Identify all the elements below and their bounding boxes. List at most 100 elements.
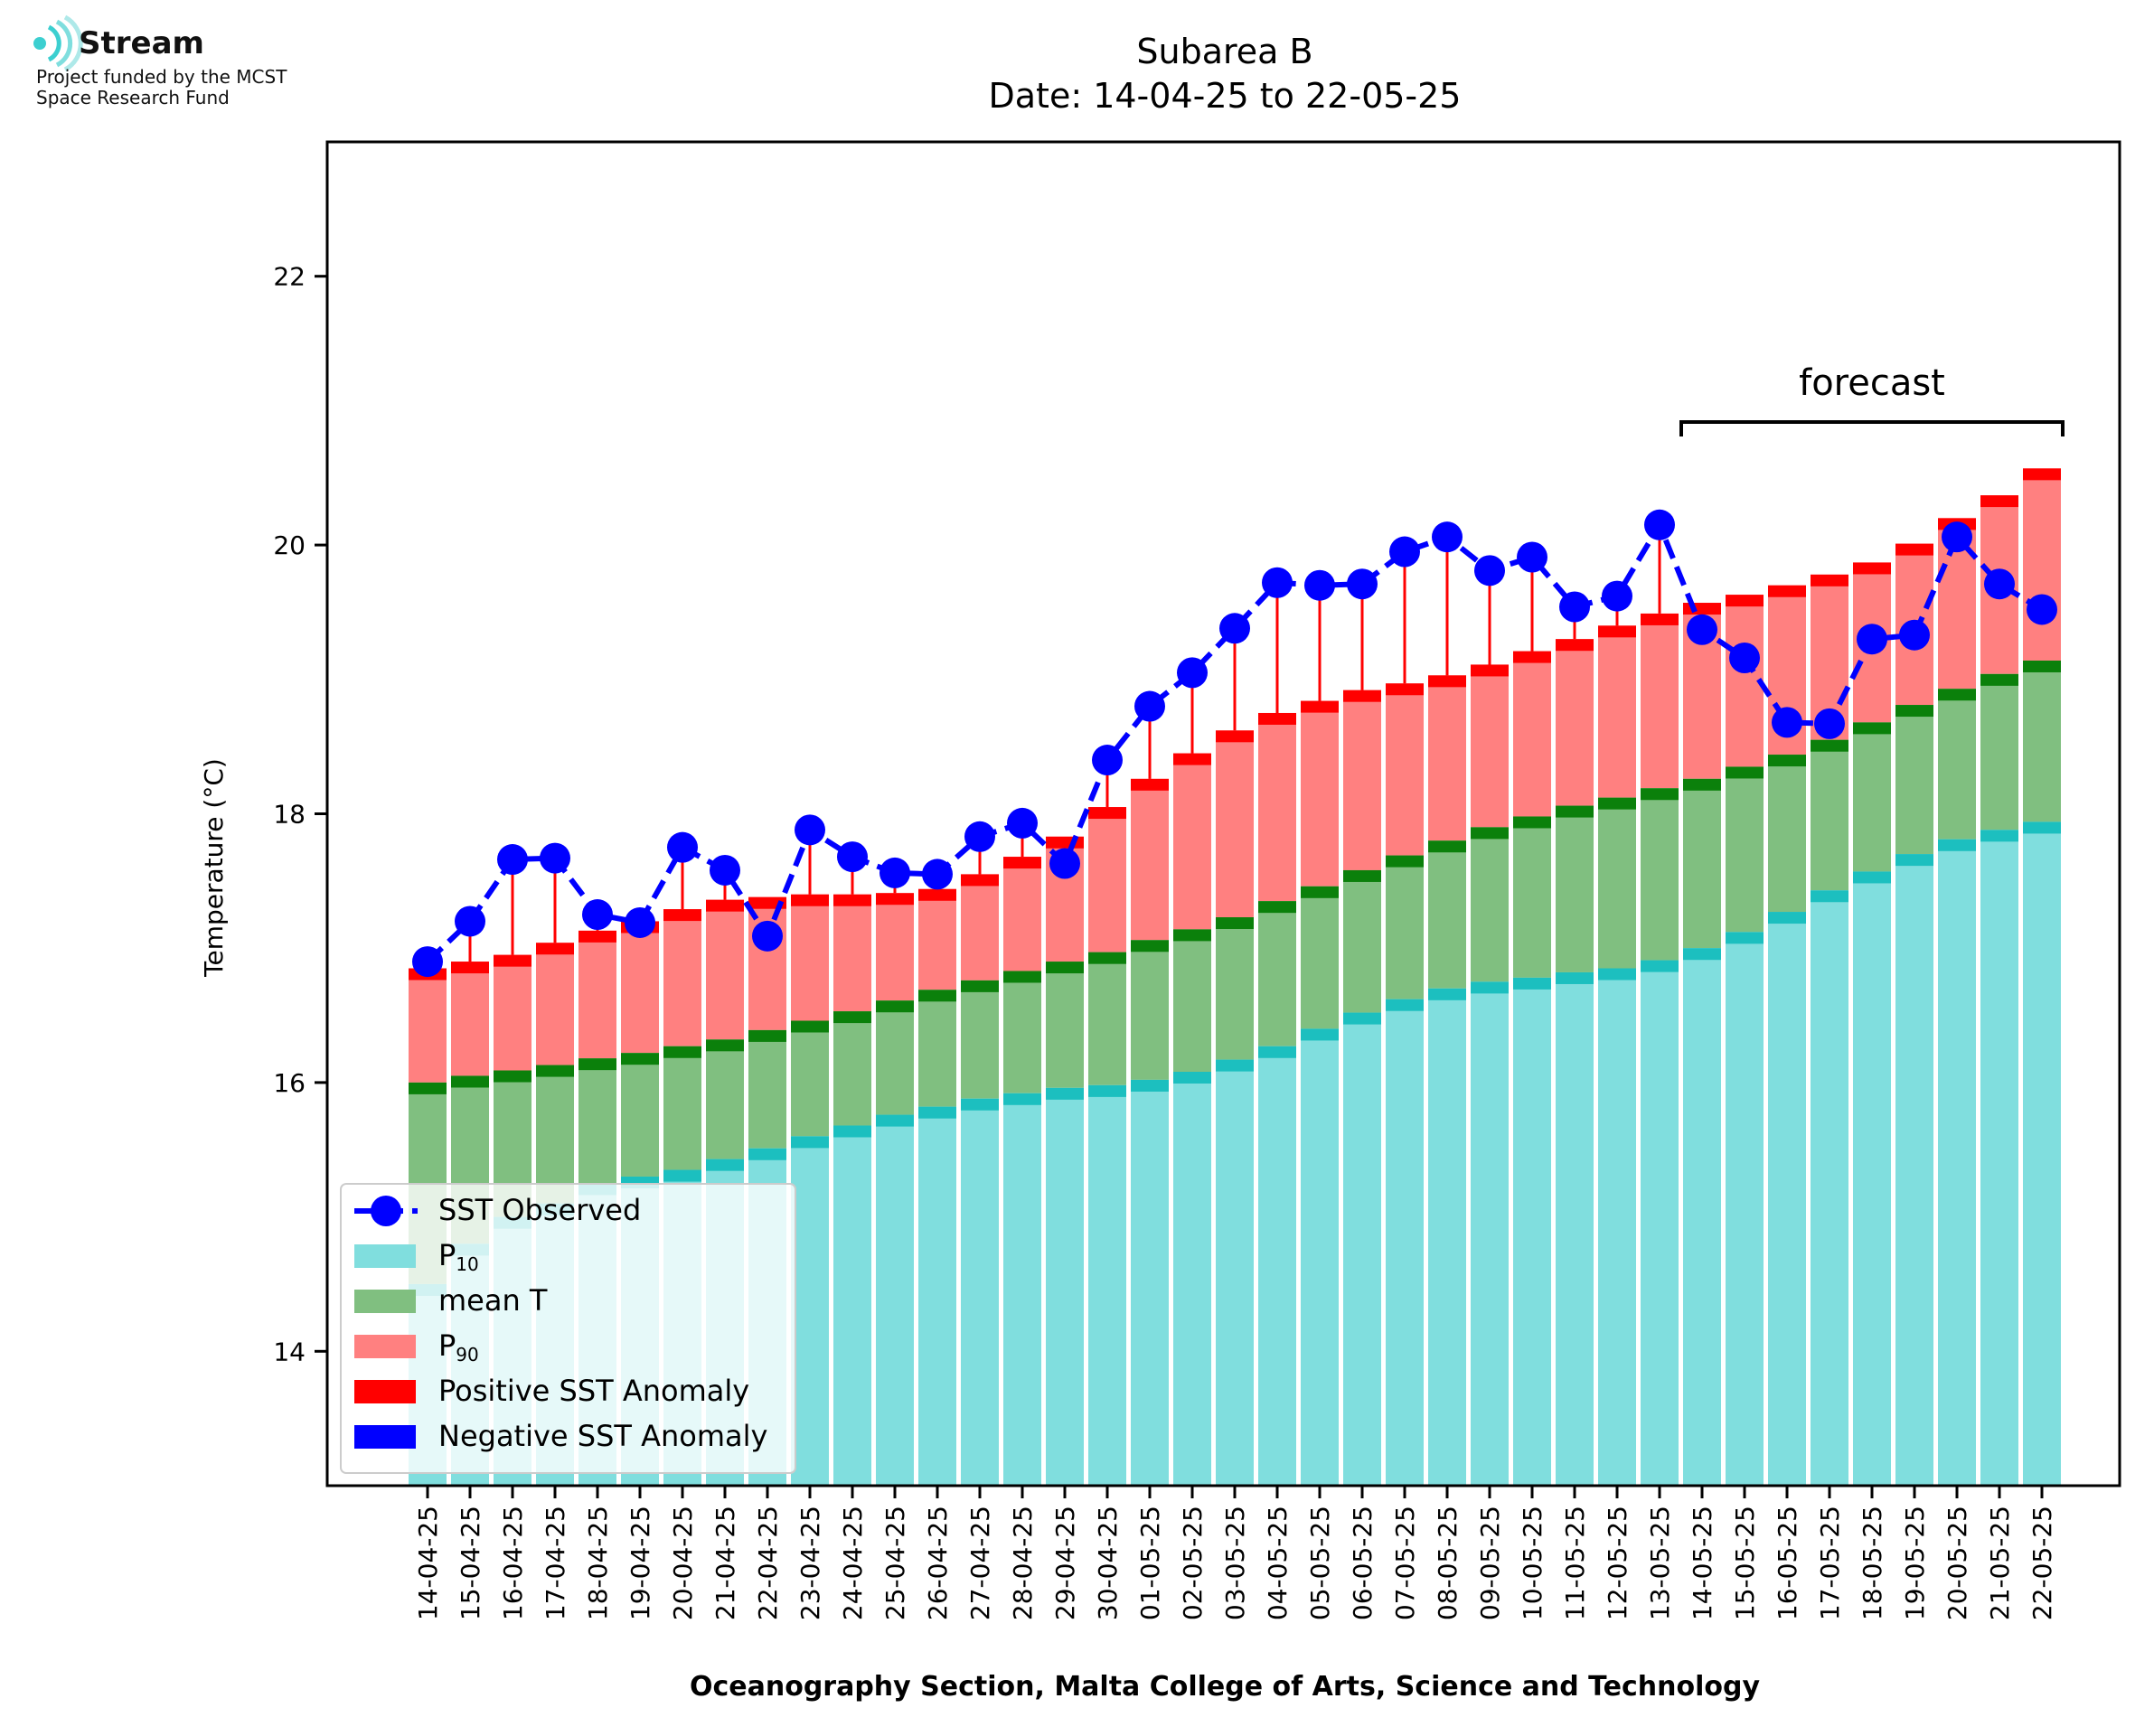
bar-mean-cap — [1258, 901, 1296, 914]
x-tick-label: 25-04-25 — [880, 1506, 910, 1620]
bar-p90-cap — [1641, 613, 1679, 625]
bar-p90 — [1471, 664, 1509, 828]
bar-mean — [1556, 805, 1594, 972]
bar-p90-cap — [451, 962, 489, 974]
bar-mean — [1386, 855, 1424, 999]
bar-mean — [1683, 778, 1721, 949]
bar-group — [1343, 690, 1381, 1486]
bar-mean — [621, 1053, 659, 1177]
legend-swatch — [354, 1425, 416, 1449]
bar-p90 — [918, 888, 956, 990]
observed-point — [1474, 555, 1505, 586]
bar-mean-cap — [1386, 855, 1424, 868]
bar-mean — [876, 1000, 914, 1115]
bar-mean-cap — [876, 1000, 914, 1013]
bar-p90 — [2023, 468, 2061, 661]
legend-label: SST Observed — [438, 1193, 641, 1227]
bar-mean — [1428, 840, 1466, 989]
y-tick-label: 14 — [273, 1337, 306, 1366]
bar-group — [1811, 574, 1848, 1486]
observed-point — [1219, 613, 1250, 644]
bar-group — [1598, 625, 1636, 1486]
bar-p90 — [833, 894, 871, 1012]
observed-point — [497, 844, 528, 876]
x-tick-label: 12-05-25 — [1603, 1506, 1632, 1620]
observed-point — [2027, 594, 2057, 625]
bar-p10 — [1216, 1059, 1254, 1486]
bar-p10 — [1173, 1072, 1211, 1486]
bar-p10 — [1471, 981, 1509, 1486]
observed-point — [964, 821, 995, 852]
bar-mean — [1726, 766, 1764, 933]
bar-group — [1853, 562, 1891, 1486]
bar-mean-cap — [1343, 869, 1381, 882]
bar-p90-cap — [1598, 625, 1636, 638]
observed-point — [1007, 807, 1038, 839]
bar-mean — [1641, 788, 1679, 961]
y-axis: 14 16 18 20 22 — [273, 262, 327, 1366]
bar-mean — [663, 1046, 701, 1170]
bar-mean — [1131, 940, 1169, 1080]
bar-p10 — [1258, 1046, 1296, 1486]
bar-p90 — [409, 968, 447, 1083]
y-tick-label: 22 — [273, 262, 306, 292]
bar-p90 — [451, 962, 489, 1076]
bar-p10-cap — [1811, 890, 1848, 903]
bar-mean-cap — [1428, 840, 1466, 853]
bar-p90-cap — [1046, 836, 1084, 849]
bar-p10-cap — [1088, 1084, 1126, 1097]
bar-p10-cap — [1938, 839, 1976, 851]
bar-p10 — [1046, 1087, 1084, 1486]
bar-mean-cap — [2023, 660, 2061, 672]
bar-p90-cap — [663, 909, 701, 922]
bar-mean — [1301, 886, 1339, 1029]
bar-p10 — [1556, 971, 1594, 1486]
x-tick-label: 21-05-25 — [1985, 1506, 2015, 1620]
bar-mean-cap — [409, 1082, 447, 1094]
bar-p10 — [1683, 948, 1721, 1486]
observed-point — [582, 899, 613, 931]
bar-mean — [1471, 827, 1509, 982]
y-axis-label: Temperature (°C) — [199, 758, 229, 978]
bar-p90-cap — [1895, 543, 1933, 556]
bar-mean-cap — [1980, 673, 2018, 686]
bar-mean-cap — [1003, 971, 1041, 983]
bar-mean-cap — [961, 980, 999, 992]
bar-group — [791, 894, 829, 1486]
bar-group — [1046, 836, 1084, 1486]
bar-mean-cap — [1726, 766, 1764, 779]
bar-p90-cap — [1513, 651, 1551, 663]
bar-mean — [1598, 797, 1636, 969]
bar-p90-cap — [1386, 683, 1424, 696]
bar-mean-cap — [536, 1065, 574, 1077]
bar-mean — [1768, 755, 1806, 913]
bar-mean-cap — [1513, 816, 1551, 829]
bar-p90 — [961, 874, 999, 981]
observed-line — [425, 519, 2044, 964]
bar-p10-cap — [1556, 971, 1594, 984]
bar-mean-cap — [748, 1029, 786, 1042]
bar-p90 — [1513, 651, 1551, 817]
bar-group — [2023, 468, 2061, 1486]
bar-mean — [961, 980, 999, 1099]
bar-p10-cap — [1046, 1087, 1084, 1100]
bar-mean-cap — [1641, 788, 1679, 801]
y-tick-label: 18 — [273, 800, 306, 830]
bar-p90-cap — [961, 874, 999, 887]
y-tick-label: 16 — [273, 1068, 306, 1098]
bar-mean-cap — [578, 1058, 616, 1071]
bar-p10-cap — [1258, 1046, 1296, 1058]
bar-p10 — [1131, 1079, 1169, 1486]
bar-p10-cap — [1003, 1093, 1041, 1105]
footer-credit: Oceanography Section, Malta College of A… — [690, 1671, 1761, 1703]
bar-p10-cap — [1386, 999, 1424, 1011]
bar-p90 — [1301, 700, 1339, 887]
observed-point — [1602, 580, 1632, 612]
bar-mean — [1088, 952, 1126, 1085]
bar-p90-cap — [494, 954, 531, 967]
legend-label: Positive SST Anomaly — [438, 1374, 749, 1408]
bar-p90 — [876, 893, 914, 1001]
legend-swatch — [354, 1380, 416, 1403]
bar-p90-cap — [1811, 574, 1848, 586]
bar-p10 — [1853, 871, 1891, 1486]
